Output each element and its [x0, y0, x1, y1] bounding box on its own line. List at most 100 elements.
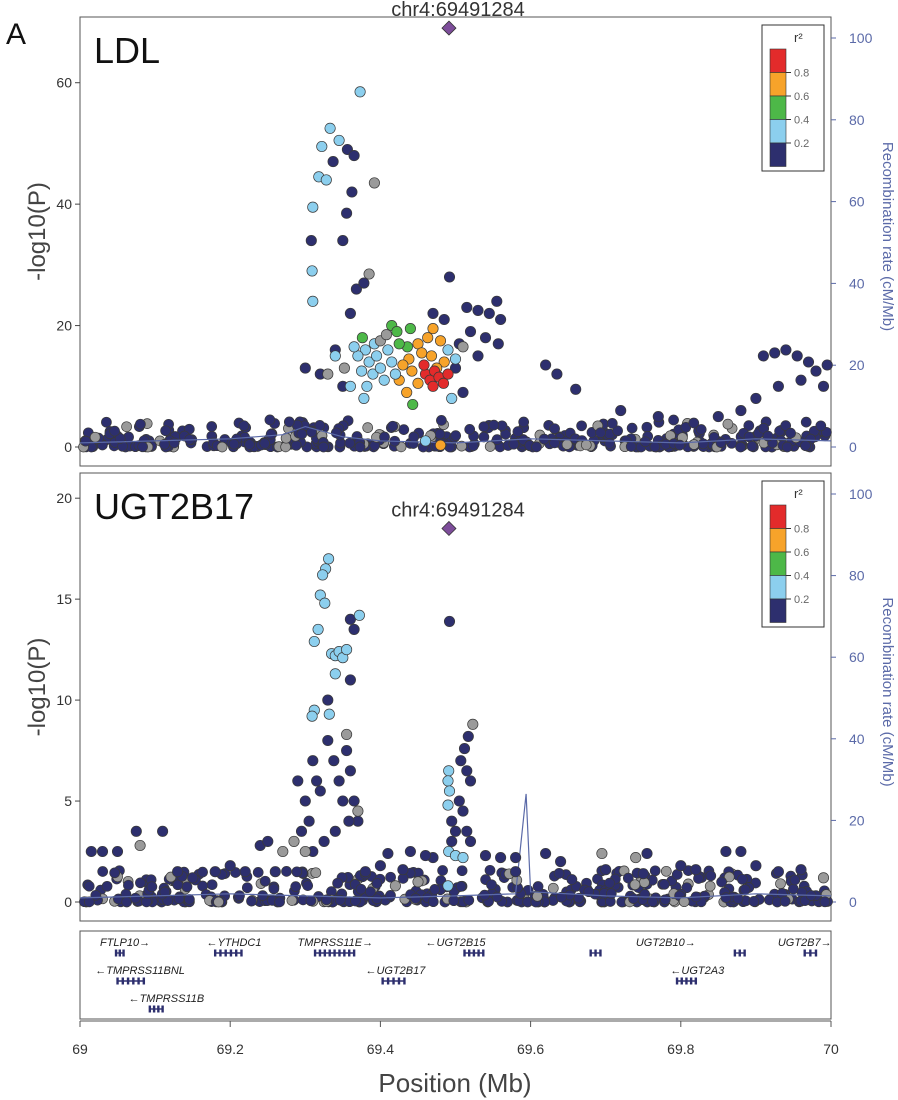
snp-point-low: [374, 362, 386, 374]
snp-point: [561, 439, 573, 450]
y-tick-label: 60: [56, 75, 72, 91]
snp-point-missing: [338, 362, 350, 374]
legend-swatch: [769, 72, 787, 97]
gene-exon: [814, 949, 818, 957]
snp-point: [472, 304, 484, 316]
snp-point-mid: [407, 398, 419, 411]
snp-point: [464, 326, 477, 338]
gene-exon: [594, 949, 597, 957]
gene-exon: [386, 977, 390, 985]
snp-point: [437, 865, 448, 876]
snp-point-high: [438, 356, 450, 368]
snp-point-low: [367, 368, 379, 380]
legend-label: 0.8: [794, 68, 809, 80]
gene-exon: [675, 977, 679, 985]
snp-point: [495, 852, 507, 864]
snp-point: [80, 435, 92, 447]
lead-snp-marker: [441, 20, 457, 36]
plot-frame: [79, 472, 832, 922]
legend-label: 0.6: [794, 91, 809, 103]
snp-point-missing: [363, 268, 375, 280]
snp-point: [305, 895, 317, 907]
y-tick-label: 0: [64, 894, 72, 910]
snp-point-high: [416, 347, 428, 359]
snp-point-very-low: [443, 271, 456, 283]
snp-point: [137, 441, 148, 453]
snp-point: [802, 356, 815, 368]
snp-point: [449, 825, 462, 837]
snp-point: [540, 847, 552, 860]
snp-point: [206, 421, 218, 432]
snp-point-low: [443, 785, 456, 797]
snp-point: [344, 765, 356, 777]
y2-tick-label: 60: [849, 649, 865, 665]
r2-legend: r² 0.8 0.6 0.4 0.2: [761, 24, 825, 172]
snp-point: [484, 441, 496, 452]
snp-point: [781, 441, 793, 453]
snp-point: [697, 438, 709, 450]
snp-point: [295, 825, 308, 837]
snp-point: [362, 422, 374, 433]
gene-exon: [733, 949, 737, 957]
snp-point-low: [341, 644, 353, 656]
snp-point: [259, 875, 271, 887]
gene-exon: [122, 949, 125, 957]
snp-point-low: [363, 356, 375, 368]
gene-exon: [685, 977, 688, 985]
snp-point: [291, 866, 303, 878]
gene-exon: [152, 1005, 156, 1013]
panel-letter: A: [6, 18, 26, 51]
legend-swatch: [769, 119, 787, 144]
snp-point: [800, 440, 811, 452]
snp-point: [547, 882, 559, 894]
snp-point: [234, 890, 245, 902]
snp-point: [491, 434, 503, 445]
snp-point: [446, 835, 458, 847]
y2-tick-label: 100: [849, 30, 873, 46]
snp-point: [540, 359, 552, 371]
gene-exon: [213, 949, 217, 957]
snp-point: [241, 882, 253, 894]
snp-point: [491, 891, 503, 903]
snp-point: [688, 439, 700, 450]
snp-point: [187, 872, 199, 884]
snp-point: [604, 877, 615, 889]
snp-point: [735, 441, 746, 453]
gene-exon: [229, 949, 233, 957]
snp-point-missing: [352, 805, 364, 817]
gene-label: ←UGT2B17: [365, 965, 426, 977]
snp-point-low: [333, 134, 345, 146]
gene-exon: [161, 1005, 164, 1013]
snp-point: [722, 418, 734, 430]
snp-point: [815, 420, 827, 432]
snp-point-very-low: [341, 207, 353, 219]
snp-point: [720, 845, 732, 858]
snp-point-low: [389, 368, 401, 380]
snp-point-high: [427, 323, 439, 335]
snp-point-very-low: [358, 277, 370, 289]
y2-tick-label: 60: [849, 194, 865, 210]
snp-point: [800, 416, 812, 428]
snp-point: [639, 888, 651, 900]
snp-point: [172, 879, 184, 891]
gene-exon: [680, 977, 683, 985]
snp-point: [690, 864, 702, 876]
snp-point: [246, 895, 257, 907]
snp-point-missing: [322, 368, 334, 380]
snp-point: [398, 424, 410, 435]
ugt2b17-panel: 0 5 10 15 20 0 20 40 60 80 100 -log10(P) Recombinati…: [24, 472, 896, 922]
snp-point-missing: [630, 852, 642, 864]
snp-point-missing: [288, 835, 300, 847]
snp-point-mid: [356, 332, 368, 344]
snp-point: [135, 418, 146, 430]
snp-point-mid: [391, 326, 403, 338]
snp-point-missing: [467, 718, 479, 730]
snp-point: [668, 414, 679, 426]
ldl-panel: 0 20 40 60 0 20 40 60 80 100 -log10(P) Recombinatio…: [24, 0, 896, 467]
snp-point: [549, 423, 560, 435]
snp-point: [605, 888, 617, 899]
recombination-rate-line: [79, 793, 832, 899]
snp-point: [184, 894, 195, 905]
snp-point: [365, 886, 376, 898]
